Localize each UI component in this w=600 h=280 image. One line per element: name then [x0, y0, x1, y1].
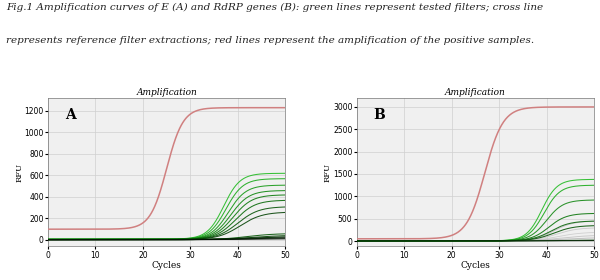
X-axis label: Cycles: Cycles [460, 261, 490, 270]
Y-axis label: RFU: RFU [15, 163, 23, 182]
Text: represents reference filter extractions; red lines represent the amplification o: represents reference filter extractions;… [6, 36, 534, 45]
Title: Amplification: Amplification [136, 88, 197, 97]
Text: B: B [373, 108, 385, 122]
Title: Amplification: Amplification [445, 88, 506, 97]
Text: A: A [65, 108, 76, 122]
X-axis label: Cycles: Cycles [152, 261, 182, 270]
Y-axis label: RFU: RFU [323, 163, 332, 182]
Text: Fig.1 Amplification curves of E (A) and RdRP genes (B): green lines represent te: Fig.1 Amplification curves of E (A) and … [6, 3, 543, 12]
